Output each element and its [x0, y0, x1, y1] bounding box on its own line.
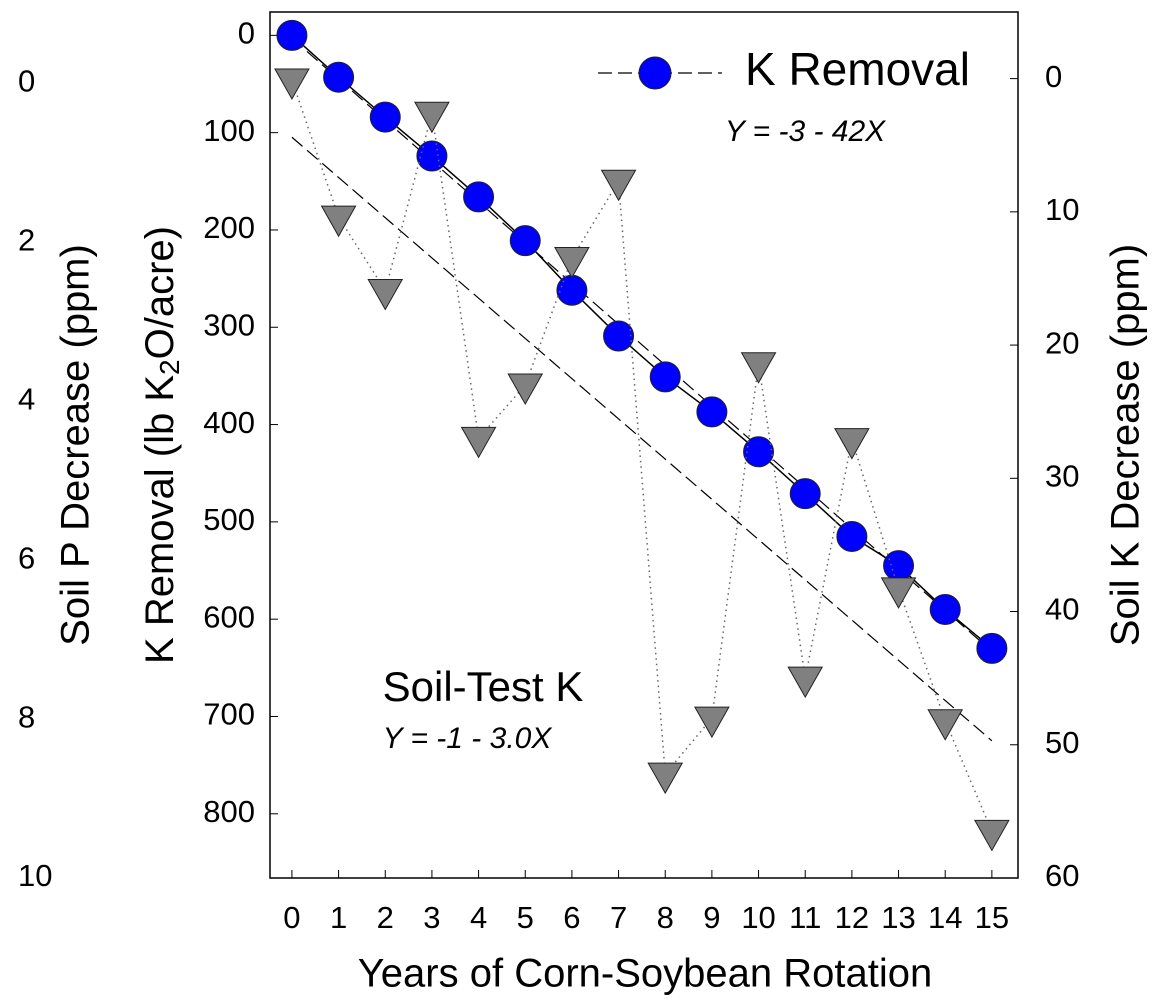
x-tick-label: 6	[563, 900, 580, 935]
equation: Y = -3 - 42X	[725, 115, 886, 148]
x-tick-label: 2	[377, 900, 394, 935]
series-line	[291, 79, 993, 832]
y-tick-label: 600	[203, 599, 255, 634]
point	[976, 632, 1008, 664]
y-axis-title: K Removal (lb K2O/acre)	[138, 226, 186, 664]
x-tick-label: 13	[881, 900, 915, 935]
x-axis-title: Years of Corn-Soybean Rotation	[358, 952, 932, 996]
y-axis-title-part: O/acre)	[138, 226, 182, 359]
point	[929, 593, 961, 625]
y3-axis-title: Soil P Decrease (ppm)	[54, 244, 98, 646]
point	[323, 61, 355, 93]
y2-axis-title: Soil K Decrease (ppm)	[1104, 244, 1148, 646]
point	[789, 478, 821, 510]
x-tick-label: 3	[423, 900, 440, 935]
y-axis-title-subscript: 2	[154, 359, 185, 375]
x-tick-label: 8	[657, 900, 674, 935]
point	[320, 205, 357, 238]
x-tick-label: 11	[789, 900, 821, 935]
legend-label: K Removal	[745, 43, 970, 95]
point	[787, 666, 824, 699]
point	[369, 101, 401, 133]
x-tick-label: 15	[975, 900, 1009, 935]
y2-tick-label: 40	[1045, 592, 1079, 627]
y-tick-label: 200	[203, 210, 255, 245]
y3-tick-label: 6	[18, 540, 35, 575]
point	[367, 278, 404, 311]
point	[507, 373, 544, 406]
y-axis-title-part: K Removal (lb K	[138, 375, 182, 664]
point	[509, 225, 541, 257]
y2-tick-label: 30	[1045, 458, 1079, 493]
y2-tick-label: 50	[1045, 725, 1079, 760]
annotation: Soil-Test K	[383, 663, 584, 710]
y-tick-label: 0	[238, 16, 255, 51]
y-tick-label: 800	[203, 794, 255, 829]
point	[460, 426, 497, 459]
y2-tick-label: 0	[1045, 59, 1062, 94]
y3-tick-label: 8	[18, 699, 35, 734]
point	[647, 762, 684, 795]
y2-tick-label: 20	[1045, 325, 1079, 360]
point	[880, 577, 917, 609]
point	[974, 819, 1010, 852]
point	[600, 169, 637, 202]
trend-line	[291, 136, 993, 742]
point	[649, 361, 681, 393]
point	[694, 706, 730, 739]
point	[927, 709, 964, 741]
x-tick-label: 5	[517, 900, 534, 935]
x-tick-label: 14	[928, 900, 962, 935]
point	[740, 352, 777, 384]
x-tick-label: 7	[610, 900, 627, 935]
point	[463, 181, 495, 213]
equation: Y = -1 - 3.0X	[383, 722, 553, 755]
y2-tick-label: 10	[1045, 192, 1079, 227]
y-tick-label: 500	[203, 502, 255, 537]
y3-tick-label: 10	[18, 858, 52, 893]
x-tick-label: 12	[835, 900, 869, 935]
point	[276, 19, 308, 51]
y3-tick-label: 2	[18, 223, 35, 258]
legend-marker	[638, 56, 672, 90]
point	[554, 246, 590, 279]
point	[603, 320, 635, 352]
y-tick-label: 700	[203, 697, 255, 732]
point	[696, 396, 728, 428]
y-tick-label: 400	[203, 405, 255, 440]
point	[556, 274, 588, 306]
point	[836, 520, 868, 552]
y-tick-label: 300	[203, 307, 255, 342]
series-line	[291, 34, 993, 649]
point	[834, 428, 870, 460]
y2-tick-label: 60	[1045, 858, 1079, 893]
y-tick-label: 100	[203, 113, 255, 148]
plot-frame	[269, 11, 1019, 879]
point	[416, 140, 448, 172]
trend-line	[291, 37, 993, 652]
x-tick-label: 0	[283, 900, 300, 935]
point	[743, 436, 775, 468]
x-tick-label: 4	[470, 900, 487, 935]
y3-tick-label: 4	[18, 381, 35, 416]
x-tick-label: 10	[741, 900, 775, 935]
x-tick-label: 9	[703, 900, 720, 935]
point	[274, 68, 310, 100]
x-tick-label: 1	[330, 900, 347, 935]
point	[883, 550, 915, 582]
y3-tick-label: 0	[18, 64, 35, 99]
point	[414, 101, 450, 134]
